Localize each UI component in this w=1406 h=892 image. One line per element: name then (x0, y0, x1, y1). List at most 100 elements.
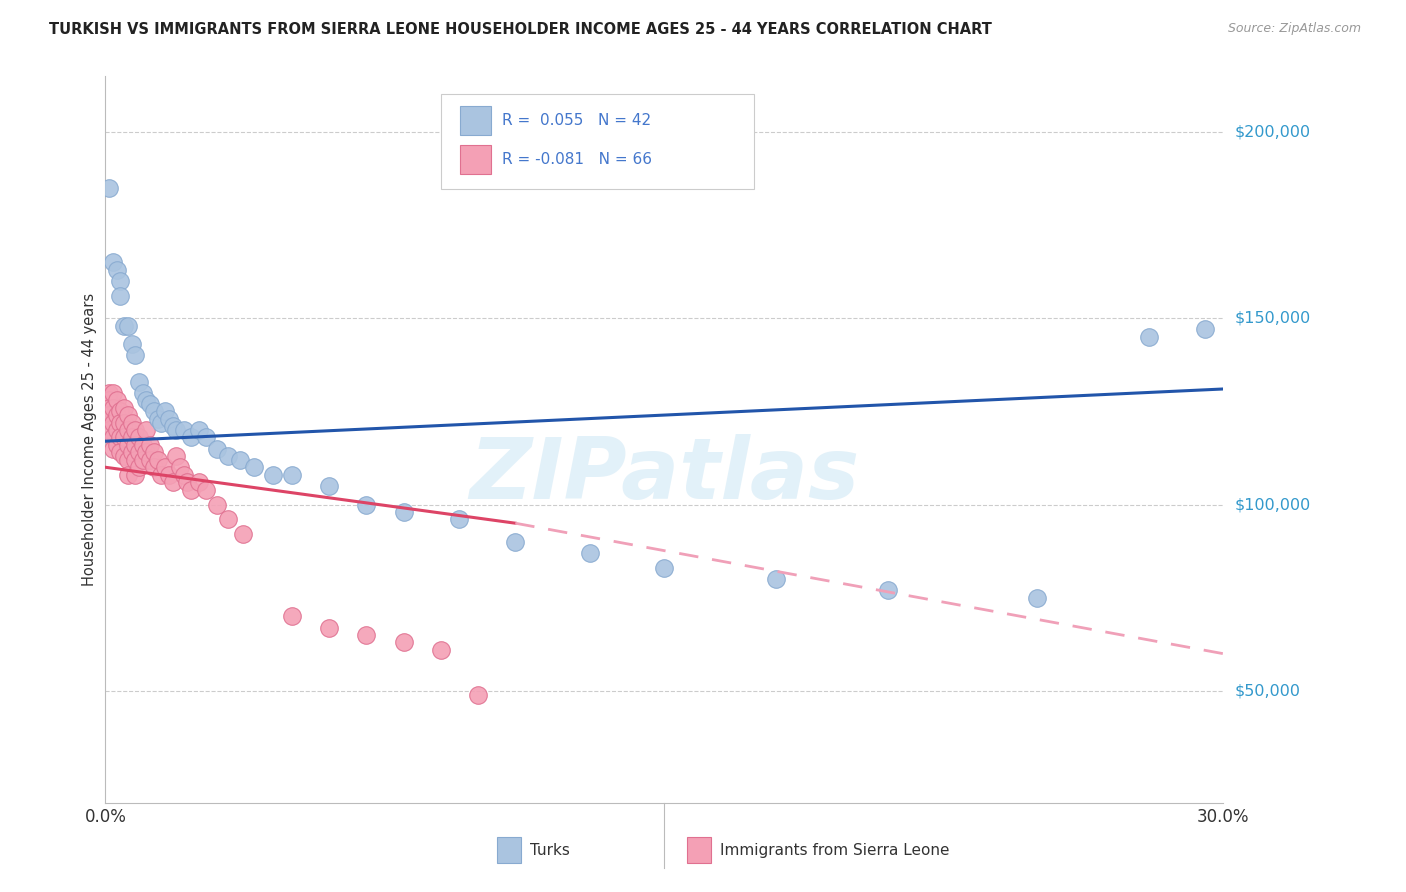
Point (449, 512, 471, 526)
Bar (686, 838, 711, 863)
Point (176, 475, 198, 490)
Point (205, 498, 228, 512)
Point (110, 289, 132, 303)
Point (173, 467, 195, 482)
Point (112, 430, 135, 444)
Point (121, 445, 143, 459)
Point (318, 479, 340, 493)
Point (124, 423, 146, 437)
Point (467, 688, 489, 702)
Point (124, 438, 146, 452)
Point (135, 423, 157, 437)
Point (112, 416, 135, 430)
Point (105, 262, 128, 277)
Point (503, 534, 526, 549)
Point (101, 255, 124, 269)
Point (217, 449, 239, 463)
Point (217, 512, 239, 526)
Point (205, 442, 228, 456)
Point (132, 438, 155, 452)
Text: $50,000: $50,000 (1234, 683, 1301, 698)
Point (128, 375, 150, 389)
Point (117, 438, 139, 452)
Bar (460, 106, 491, 136)
Point (162, 419, 184, 434)
Point (228, 452, 250, 467)
Point (124, 467, 146, 482)
Text: TURKISH VS IMMIGRANTS FROM SIERRA LEONE HOUSEHOLDER INCOME AGES 25 - 44 YEARS CO: TURKISH VS IMMIGRANTS FROM SIERRA LEONE … (49, 22, 993, 37)
Point (124, 348, 146, 362)
Text: ZIPatlas: ZIPatlas (470, 434, 859, 517)
Point (157, 412, 180, 426)
Point (101, 442, 124, 456)
Point (101, 401, 124, 415)
Point (98, 401, 121, 415)
Point (1137, 330, 1160, 344)
Point (132, 452, 155, 467)
Point (142, 404, 165, 418)
Point (173, 423, 195, 437)
Point (117, 408, 139, 422)
Bar (460, 145, 491, 174)
Point (101, 430, 124, 444)
Point (153, 404, 176, 418)
Point (150, 416, 173, 430)
Point (318, 621, 340, 635)
Point (128, 460, 150, 475)
Point (877, 583, 900, 598)
Point (165, 423, 187, 437)
Point (187, 475, 209, 490)
Point (195, 430, 218, 444)
Point (110, 416, 132, 430)
Point (128, 445, 150, 459)
Point (180, 430, 202, 444)
Point (98, 385, 121, 400)
Point (135, 445, 157, 459)
Point (146, 452, 169, 467)
Point (139, 452, 162, 467)
Text: Immigrants from Sierra Leone: Immigrants from Sierra Leone (720, 843, 949, 857)
Point (142, 445, 165, 459)
Point (98, 393, 121, 408)
Point (117, 423, 139, 437)
Point (243, 460, 266, 475)
Point (132, 385, 155, 400)
Point (98, 423, 121, 437)
Point (579, 546, 602, 560)
Point (430, 643, 453, 657)
Point (98, 180, 121, 194)
Point (128, 430, 150, 444)
Text: $200,000: $200,000 (1234, 124, 1310, 139)
Point (281, 467, 304, 482)
Text: $150,000: $150,000 (1234, 310, 1310, 326)
Point (354, 498, 377, 512)
Point (121, 416, 143, 430)
Point (101, 416, 124, 430)
Point (117, 318, 139, 333)
Point (392, 505, 415, 519)
Point (1194, 322, 1216, 336)
Point (157, 467, 180, 482)
Point (112, 401, 135, 415)
Point (135, 393, 157, 408)
Point (162, 475, 184, 490)
Point (165, 449, 187, 463)
Point (110, 445, 132, 459)
Point (195, 483, 218, 497)
Point (110, 430, 132, 444)
Point (765, 572, 787, 586)
Point (232, 527, 254, 541)
Text: Source: ZipAtlas.com: Source: ZipAtlas.com (1227, 22, 1361, 36)
Point (110, 274, 132, 288)
Point (281, 609, 304, 624)
Point (121, 430, 143, 444)
Point (105, 438, 128, 452)
Point (150, 467, 173, 482)
Text: $100,000: $100,000 (1234, 497, 1310, 512)
Point (180, 483, 202, 497)
Point (105, 408, 128, 422)
Y-axis label: Householder Income Ages 25 - 44 years: Householder Income Ages 25 - 44 years (82, 293, 97, 586)
Point (1026, 591, 1049, 605)
Point (101, 385, 124, 400)
Point (112, 449, 135, 463)
